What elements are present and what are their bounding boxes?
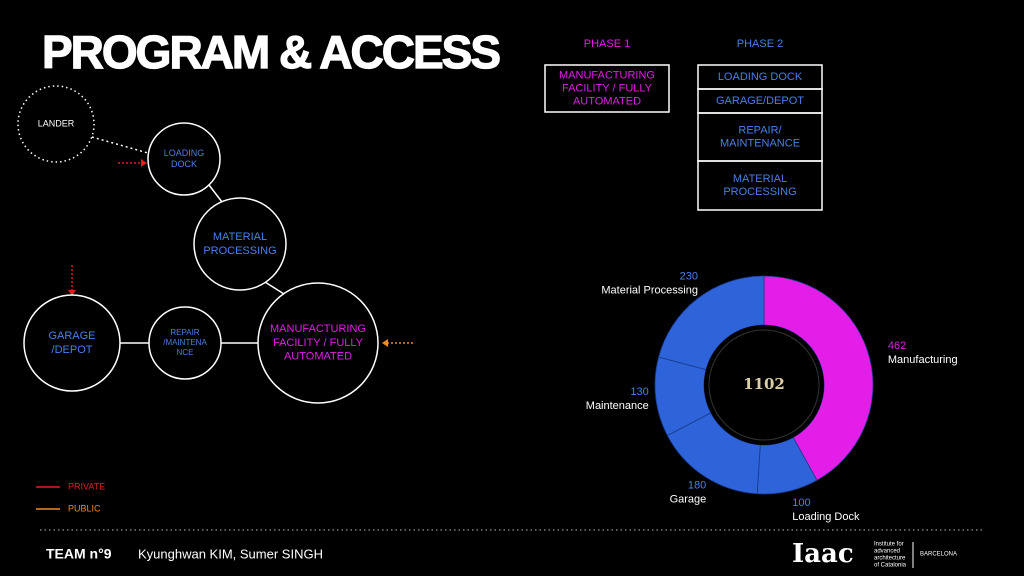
value-label: 462 — [888, 340, 906, 352]
value-label: 100 — [792, 497, 810, 509]
institute: advanced — [874, 549, 900, 555]
team: TEAM n°9 — [46, 546, 112, 562]
phase-item: PROCESSING — [723, 186, 796, 198]
legend-label: PRIVATE — [68, 481, 105, 491]
node-label: AUTOMATED — [284, 351, 352, 363]
node-label: FACILITY / FULLY — [273, 337, 364, 349]
category-label: Material Processing — [601, 284, 698, 296]
legend-label: PUBLIC — [68, 503, 101, 513]
phase-item: FACILITY / FULLY — [562, 82, 653, 94]
node-label: MANUFACTURING — [270, 323, 366, 335]
node — [257, 282, 379, 404]
connector — [208, 184, 223, 203]
node-label: GARAGE — [48, 330, 95, 342]
arrow-head — [68, 290, 76, 296]
arrow-head — [382, 339, 388, 347]
city: BARCELONA — [920, 552, 957, 558]
value-label: 230 — [680, 270, 698, 282]
node-label: LANDER — [38, 118, 75, 128]
category-label: Maintenance — [586, 400, 649, 412]
phase-title: PHASE 1 — [584, 38, 630, 50]
center-ring — [708, 329, 820, 441]
logo: Iaac — [792, 539, 854, 569]
institute: Institute for — [874, 542, 904, 548]
authors: Kyunghwan KIM, Sumer SINGH — [138, 546, 323, 561]
total: 1102 — [743, 375, 785, 393]
phase-item: LOADING DOCK — [718, 71, 803, 83]
institute: of Catalonia — [874, 563, 907, 569]
connector — [264, 281, 285, 295]
node — [147, 122, 221, 196]
node-label: REPAIR — [170, 328, 199, 337]
node — [23, 294, 121, 392]
node-label: NCE — [177, 348, 194, 357]
category-label: Loading Dock — [792, 511, 860, 523]
category-label: Garage — [670, 493, 707, 505]
node — [17, 85, 95, 163]
phase-item: MANUFACTURING — [559, 69, 655, 81]
node — [193, 197, 287, 291]
arrow-head — [141, 159, 147, 167]
phase-title: PHASE 2 — [737, 38, 783, 50]
value-label: 180 — [688, 479, 706, 491]
phase-item: AUTOMATED — [573, 95, 641, 107]
node-label: /DEPOT — [52, 344, 93, 356]
node-label: LOADING — [164, 148, 205, 158]
connectors — [91, 136, 285, 344]
node — [148, 306, 222, 380]
phase-item: REPAIR/ — [738, 124, 782, 136]
node-label: /MAINTENA — [163, 338, 207, 347]
node-label: MATERIAL — [213, 231, 267, 243]
node-label: DOCK — [171, 159, 197, 169]
value-label: 130 — [630, 386, 648, 398]
phase-box — [697, 160, 823, 211]
arrows — [68, 159, 413, 347]
institute: architecture — [874, 556, 906, 562]
slide-title: PROGRAM & ACCESS — [42, 26, 499, 78]
phase-box — [544, 64, 670, 113]
phase-item: GARAGE/DEPOT — [716, 95, 804, 107]
phase-item: MATERIAL — [733, 173, 787, 185]
phase-item: MAINTENANCE — [720, 137, 800, 149]
category-label: Manufacturing — [888, 354, 958, 366]
node-label: PROCESSING — [203, 245, 276, 257]
